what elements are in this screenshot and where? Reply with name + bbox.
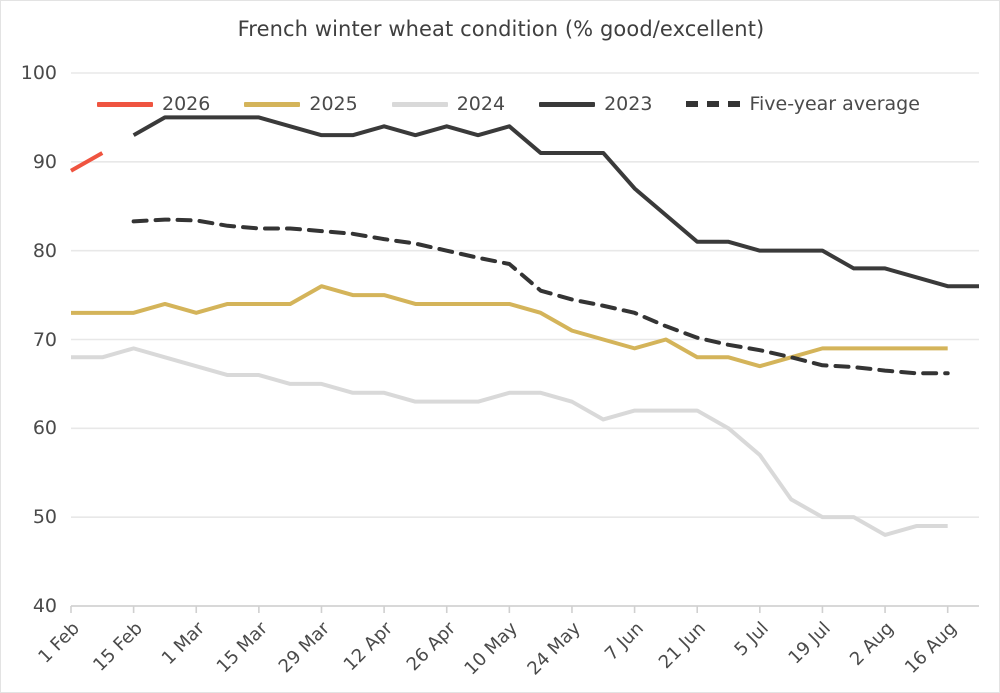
legend-swatch-icon xyxy=(391,101,448,107)
x-axis-tick-label: 12 Apr xyxy=(339,618,397,676)
series-line-2025 xyxy=(71,284,948,369)
series-line-five-year-average xyxy=(131,217,950,376)
x-axis-tick-label: 10 May xyxy=(460,618,523,680)
chart-title: French winter wheat condition (% good/ex… xyxy=(237,17,765,41)
y-axis-tick-label: 40 xyxy=(32,595,57,617)
x-axis-tick-label: 15 Feb xyxy=(88,618,147,676)
legend-swatch-icon xyxy=(539,101,596,107)
legend-swatch-icon xyxy=(244,101,301,107)
series-line-2026 xyxy=(70,151,104,173)
y-axis-tick-label: 90 xyxy=(32,150,57,173)
legend-swatch-icon xyxy=(686,101,741,107)
x-axis-tick-label: 2 Aug xyxy=(846,618,898,670)
legend-item-2024[interactable]: 2024 xyxy=(391,93,506,115)
legend-item-2023[interactable]: 2023 xyxy=(539,93,652,115)
x-axis-tick-label: 19 Jul xyxy=(784,618,836,669)
legend-swatch-icon xyxy=(97,101,153,107)
y-axis-tick-label: 80 xyxy=(32,239,57,262)
chart-legend: 2026 2025 2024 2023 Five-year average xyxy=(97,93,954,115)
series-line-2023 xyxy=(132,115,979,289)
legend-item-2026[interactable]: 2026 xyxy=(97,93,210,115)
series-line-2024 xyxy=(71,346,948,537)
y-axis-tick-label: 100 xyxy=(20,62,57,84)
legend-label: 2026 xyxy=(162,93,211,115)
x-axis-tick-label: 1 Mar xyxy=(158,618,210,670)
legend-label: Five-year average xyxy=(749,93,920,115)
legend-label: 2024 xyxy=(456,93,506,115)
x-axis-tick-label: 7 Jun xyxy=(600,618,648,665)
x-axis-tick-label: 15 Mar xyxy=(212,618,272,678)
x-axis-tick-label: 21 Jun xyxy=(655,618,711,673)
y-axis-labels: 100 90 80 70 60 50 40 xyxy=(1,1,57,692)
x-axis-tick-label: 1 Feb xyxy=(34,618,84,668)
legend-item-2025[interactable]: 2025 xyxy=(244,93,358,115)
x-axis-tick-label: 29 Mar xyxy=(275,618,335,678)
legend-item-five-year-average[interactable]: Five-year average xyxy=(686,93,920,115)
x-axis-tick-label: 16 Aug xyxy=(900,618,961,678)
y-axis-tick-label: 70 xyxy=(32,328,57,351)
legend-label: 2025 xyxy=(309,93,358,115)
legend-label: 2023 xyxy=(604,93,653,115)
x-axis-tick-label: 26 Apr xyxy=(402,618,460,676)
y-axis-tick-label: 50 xyxy=(32,506,57,529)
x-axis-tick-label: 24 May xyxy=(523,618,585,680)
x-axis-tick-label: 5 Jul xyxy=(730,618,773,661)
y-axis-tick-label: 60 xyxy=(32,417,57,440)
